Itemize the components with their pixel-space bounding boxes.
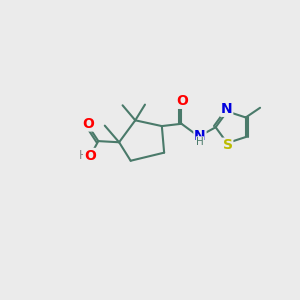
Text: O: O xyxy=(177,94,189,108)
Text: S: S xyxy=(223,138,232,152)
Text: H: H xyxy=(79,149,88,162)
Text: O: O xyxy=(84,149,96,163)
Text: N: N xyxy=(221,102,232,116)
Text: O: O xyxy=(82,117,94,131)
Text: N: N xyxy=(194,130,206,143)
Text: H: H xyxy=(196,136,204,147)
